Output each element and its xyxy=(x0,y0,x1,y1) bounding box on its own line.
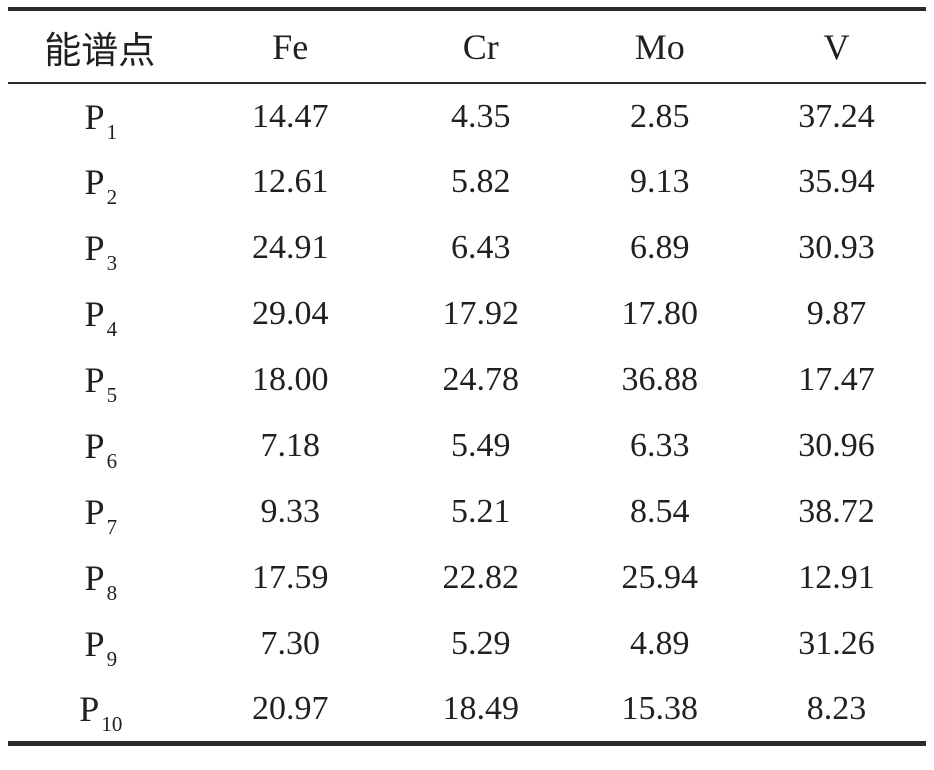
row-label-subscript: 5 xyxy=(106,383,118,407)
value-cell: 8.23 xyxy=(806,689,867,727)
value-cell: 4.89 xyxy=(630,625,690,662)
table-row: P1 14.47 4.35 2.85 37.24 xyxy=(8,83,926,149)
value-cell: 24.78 xyxy=(442,361,520,398)
value-cell: 17.47 xyxy=(798,361,875,398)
value-cell: 2.85 xyxy=(630,97,690,135)
value-cell: 20.97 xyxy=(252,689,329,727)
column-header-v: V xyxy=(746,9,926,84)
row-label-base: P xyxy=(84,360,105,400)
value-cell: 30.93 xyxy=(798,229,875,266)
row-label: P8 xyxy=(8,545,192,611)
column-header-cr: Cr xyxy=(388,9,573,84)
row-label-subscript: 6 xyxy=(106,449,118,473)
value-cell: 17.92 xyxy=(442,295,520,332)
row-label-subscript: 3 xyxy=(106,251,118,275)
header-row: 能谱点 Fe Cr Mo V xyxy=(8,9,926,84)
row-label: P3 xyxy=(8,215,192,281)
row-label-base: P xyxy=(79,688,100,729)
eds-spectrum-table: 能谱点 Fe Cr Mo V P1 14.47 4.35 2.85 37.24 … xyxy=(8,7,926,746)
value-cell: 6.33 xyxy=(630,427,690,464)
value-cell: 30.96 xyxy=(798,427,875,464)
value-cell: 12.91 xyxy=(798,559,875,596)
row-label: P7 xyxy=(8,479,192,545)
table-row: P7 9.33 5.21 8.54 38.72 xyxy=(8,479,926,545)
row-label-base: P xyxy=(84,624,105,664)
row-label-base: P xyxy=(84,426,105,466)
table-container: 能谱点 Fe Cr Mo V P1 14.47 4.35 2.85 37.24 … xyxy=(8,7,926,746)
row-label-subscript: 8 xyxy=(106,581,118,605)
row-label-base: P xyxy=(84,492,105,532)
value-cell: 35.94 xyxy=(798,163,875,200)
row-label-subscript: 9 xyxy=(106,647,118,671)
table-row: P10 20.97 18.49 15.38 8.23 xyxy=(8,677,926,743)
value-cell: 7.30 xyxy=(260,625,321,662)
row-label-subscript: 10 xyxy=(101,711,123,736)
value-cell: 5.49 xyxy=(451,427,511,464)
row-label-subscript: 1 xyxy=(106,119,118,144)
row-label-subscript: 7 xyxy=(106,515,118,539)
table-row: P9 7.30 5.29 4.89 31.26 xyxy=(8,611,926,677)
row-label: P4 xyxy=(8,281,192,347)
row-label: P1 xyxy=(8,83,192,149)
value-cell: 18.49 xyxy=(442,689,520,727)
value-cell: 12.61 xyxy=(252,163,329,200)
row-label-base: P xyxy=(84,228,105,268)
value-cell: 5.29 xyxy=(451,625,511,662)
value-cell: 18.00 xyxy=(252,361,329,398)
table-row: P8 17.59 22.82 25.94 12.91 xyxy=(8,545,926,611)
table-row: P5 18.00 24.78 36.88 17.47 xyxy=(8,347,926,413)
value-cell: 9.33 xyxy=(260,493,321,530)
value-cell: 37.24 xyxy=(798,97,875,135)
row-label: P5 xyxy=(8,347,192,413)
value-cell: 31.26 xyxy=(798,625,875,662)
table-row: P4 29.04 17.92 17.80 9.87 xyxy=(8,281,926,347)
value-cell: 14.47 xyxy=(252,97,329,135)
column-header-mo: Mo xyxy=(572,9,747,84)
row-label: P6 xyxy=(8,413,192,479)
value-cell: 15.38 xyxy=(621,689,699,727)
value-cell: 7.18 xyxy=(260,427,321,464)
value-cell: 36.88 xyxy=(621,361,699,398)
value-cell: 17.80 xyxy=(621,295,699,332)
row-label-base: P xyxy=(84,558,105,598)
column-header-spectrum-point: 能谱点 xyxy=(8,9,192,84)
row-label: P9 xyxy=(8,611,192,677)
value-cell: 22.82 xyxy=(442,559,520,596)
table-row: P2 12.61 5.82 9.13 35.94 xyxy=(8,149,926,215)
value-cell: 24.91 xyxy=(252,229,329,266)
value-cell: 38.72 xyxy=(798,493,875,530)
row-label: P2 xyxy=(8,149,192,215)
row-label-base: P xyxy=(84,294,105,334)
column-header-fe: Fe xyxy=(191,9,389,84)
row-label-subscript: 4 xyxy=(106,317,118,341)
value-cell: 8.54 xyxy=(630,493,690,530)
value-cell: 9.87 xyxy=(806,295,867,332)
value-cell: 25.94 xyxy=(621,559,699,596)
row-label-base: P xyxy=(84,96,105,137)
value-cell: 4.35 xyxy=(451,97,511,135)
value-cell: 5.21 xyxy=(451,493,511,530)
value-cell: 5.82 xyxy=(451,163,511,200)
value-cell: 17.59 xyxy=(252,559,329,596)
value-cell: 6.43 xyxy=(451,229,511,266)
value-cell: 9.13 xyxy=(630,163,690,200)
row-label-base: P xyxy=(84,162,105,202)
value-cell: 6.89 xyxy=(630,229,690,266)
value-cell: 29.04 xyxy=(252,295,329,332)
row-label-subscript: 2 xyxy=(106,185,118,209)
table-row: P3 24.91 6.43 6.89 30.93 xyxy=(8,215,926,281)
row-label: P10 xyxy=(8,677,192,743)
table-row: P6 7.18 5.49 6.33 30.96 xyxy=(8,413,926,479)
